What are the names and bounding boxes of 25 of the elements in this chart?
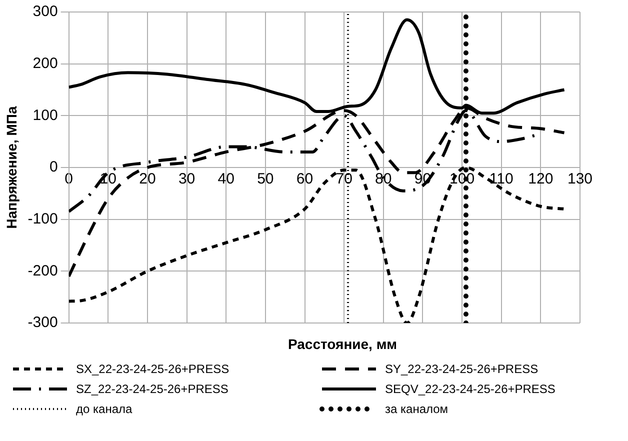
x-tick-label: 70 xyxy=(336,170,352,188)
x-tick-label: 40 xyxy=(218,170,234,188)
x-tick-label: 50 xyxy=(257,170,274,188)
y-tick-label: 0 xyxy=(49,158,58,176)
x-tick-label: 60 xyxy=(296,170,314,188)
y-tick-label: -100 xyxy=(28,210,58,228)
legend-label: SZ_22-23-24-25-26+PRESS xyxy=(76,382,228,396)
legend-label: за каналом xyxy=(385,402,448,416)
y-axis-title: Напряжение, МПа xyxy=(3,106,20,229)
legend-label: SX_22-23-24-25-26+PRESS xyxy=(76,362,230,376)
x-tick-label: 120 xyxy=(528,170,554,188)
x-tick-label: 110 xyxy=(489,170,514,188)
y-tick-label: 300 xyxy=(32,3,58,20)
x-axis-title: Расстояние, мм xyxy=(286,336,398,352)
x-tick-label: 30 xyxy=(178,170,196,188)
y-tick-label: 200 xyxy=(32,54,58,72)
x-tick-label: 130 xyxy=(567,170,593,188)
x-tick-label: 20 xyxy=(139,170,156,188)
y-tick-label: -300 xyxy=(28,314,58,332)
legend-label: SY_22-23-24-25-26+PRESS xyxy=(385,362,538,376)
y-tick-label: -200 xyxy=(28,262,58,280)
legend-label: до канала xyxy=(76,402,132,416)
y-tick-label: 100 xyxy=(32,106,58,124)
legend-label: SEQV_22-23-24-25-26+PRESS xyxy=(385,382,556,396)
x-tick-label: 80 xyxy=(375,170,392,188)
